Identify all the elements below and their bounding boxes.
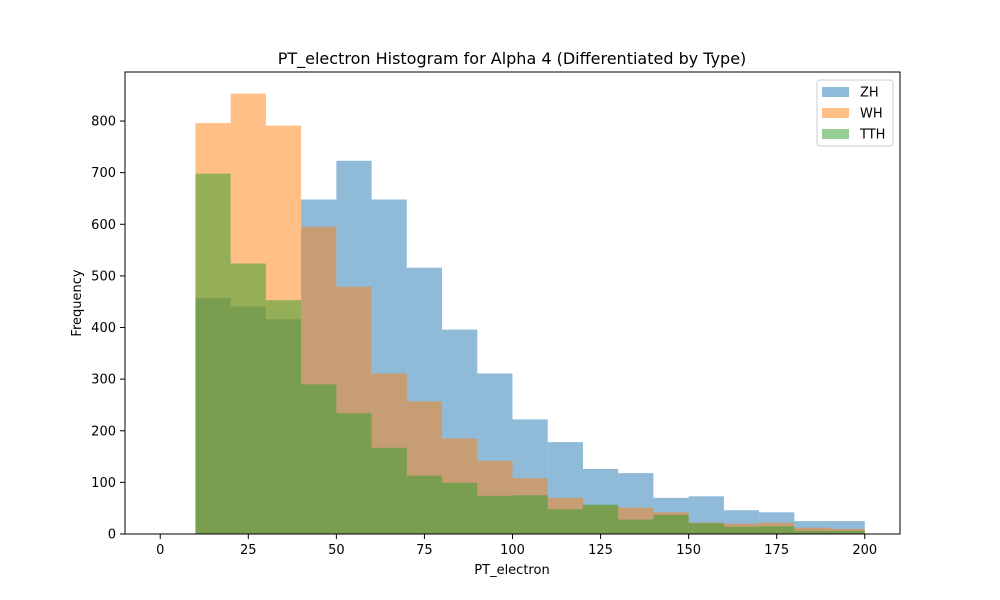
x-tick-label: 50 bbox=[328, 543, 345, 558]
bar-tth-30 bbox=[265, 300, 302, 534]
bar-tth-20 bbox=[230, 263, 266, 534]
legend-swatch-tth bbox=[822, 129, 849, 139]
bar-tth-150 bbox=[688, 523, 724, 534]
bar-tth-120 bbox=[582, 504, 619, 534]
bar-tth-130 bbox=[618, 519, 654, 534]
y-axis-label: Frequency bbox=[70, 269, 85, 336]
legend-label-zh: ZH bbox=[860, 86, 879, 101]
bar-tth-160 bbox=[723, 526, 760, 534]
bar-tth-110 bbox=[547, 509, 583, 534]
bar-tth-140 bbox=[653, 514, 689, 534]
bar-tth-70 bbox=[406, 475, 443, 534]
y-tick-label: 500 bbox=[91, 269, 116, 284]
bar-tth-90 bbox=[477, 495, 513, 534]
y-tick-label: 700 bbox=[91, 166, 116, 181]
bar-tth-180 bbox=[794, 530, 830, 534]
bar-tth-10 bbox=[195, 173, 231, 534]
x-axis-label: PT_electron bbox=[474, 563, 549, 578]
x-tick-label: 75 bbox=[416, 543, 433, 558]
legend-label-wh: WH bbox=[860, 107, 883, 122]
y-axis: 0 100 200 300 400 500 600 700 800 bbox=[91, 115, 125, 543]
bar-tth-80 bbox=[442, 482, 478, 534]
y-tick-label: 300 bbox=[91, 373, 116, 388]
x-tick-label: 25 bbox=[240, 543, 257, 558]
y-tick-label: 0 bbox=[108, 528, 116, 543]
x-axis: 0 25 50 75 100 125 150 175 200 bbox=[156, 534, 877, 558]
bar-tth-170 bbox=[759, 526, 795, 534]
series-tth bbox=[195, 173, 865, 534]
chart-title: PT_electron Histogram for Alpha 4 (Diffe… bbox=[278, 49, 747, 69]
bar-tth-60 bbox=[371, 447, 407, 534]
y-tick-label: 100 bbox=[91, 476, 116, 491]
bar-tth-100 bbox=[512, 495, 548, 534]
x-tick-label: 100 bbox=[500, 543, 525, 558]
legend-swatch-zh bbox=[822, 87, 849, 97]
bar-tth-40 bbox=[301, 384, 337, 534]
y-tick-label: 800 bbox=[91, 115, 116, 130]
bars-layer bbox=[195, 93, 865, 535]
y-tick-label: 600 bbox=[91, 218, 116, 233]
legend: ZH WH TTH bbox=[816, 79, 894, 147]
x-tick-label: 0 bbox=[156, 543, 164, 558]
x-tick-label: 125 bbox=[588, 543, 613, 558]
legend-swatch-wh bbox=[822, 108, 849, 118]
x-tick-label: 200 bbox=[852, 543, 877, 558]
legend-label-tth: TTH bbox=[859, 128, 885, 143]
bar-tth-190 bbox=[829, 530, 865, 534]
x-tick-label: 150 bbox=[676, 543, 701, 558]
y-tick-label: 200 bbox=[91, 424, 116, 439]
bar-tth-50 bbox=[336, 413, 372, 534]
y-tick-label: 400 bbox=[91, 321, 116, 336]
x-tick-label: 175 bbox=[764, 543, 789, 558]
